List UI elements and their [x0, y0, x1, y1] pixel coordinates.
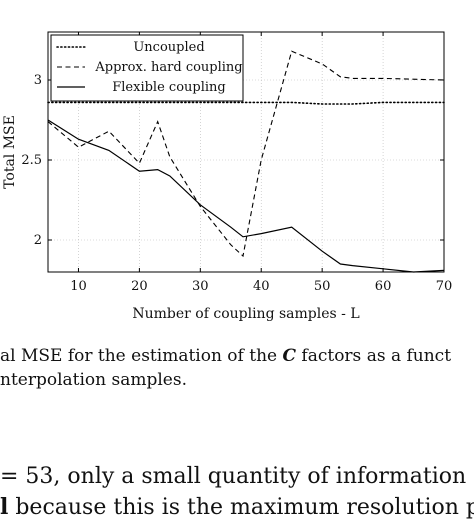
- y-tick-label: 2.5: [21, 153, 42, 168]
- caption-text-1a: al MSE for the estimation of the: [0, 346, 283, 366]
- legend-label-dotted: Uncoupled: [133, 40, 204, 55]
- plot-frame: [47, 31, 445, 273]
- body-text-line-1: = 53, only a small quantity of informati…: [0, 464, 474, 490]
- x-tick-label: 40: [253, 279, 270, 294]
- body-text-2b: because this is the maximum resolution p…: [8, 495, 474, 520]
- x-tick-label: 10: [70, 279, 87, 294]
- x-tick-label: 30: [192, 279, 209, 294]
- figure: 10 20 30 40 50 60 70 2 2.5 3 Uncoupled Approx. har…: [2, 31, 452, 322]
- figure-caption-line-1: al MSE for the estimation of the C facto…: [0, 346, 474, 366]
- x-tick-label: 70: [436, 279, 453, 294]
- legend-label-dashed: Approx. hard coupling: [94, 60, 242, 75]
- x-tick-label: 60: [375, 279, 392, 294]
- mse-line-chart: 10 20 30 40 50 60 70 2 2.5 3 Uncoupled Approx. har…: [2, 31, 452, 322]
- y-tick-label: 3: [34, 73, 42, 88]
- legend-label-solid: Flexible coupling: [112, 80, 225, 95]
- ticks-layer: 10 20 30 40 50 60 70 2 2.5 3: [21, 32, 452, 294]
- series-layer: [47, 50, 445, 273]
- x-axis-label: Number of coupling samples - L: [132, 306, 359, 322]
- y-tick-label: 2: [34, 233, 42, 248]
- caption-math-symbol: C: [282, 346, 297, 366]
- body-text-2a: l: [0, 494, 9, 520]
- series-line-dashed: [47, 50, 445, 258]
- x-tick-label: 20: [131, 279, 148, 294]
- caption-text-2: nterpolation samples.: [0, 370, 187, 390]
- legend: Uncoupled Approx. hard coupling Flexible c…: [50, 34, 244, 102]
- series-line-dotted: [47, 101, 445, 105]
- body-text-1a: = 53, only a small quantity of informati…: [0, 464, 467, 489]
- figure-caption-line-2: nterpolation samples.: [0, 370, 474, 390]
- series-line-solid: [47, 119, 445, 273]
- y-axis-label: Total MSE: [2, 115, 18, 189]
- caption-text-1b: factors as a funct: [296, 346, 452, 366]
- body-text-line-2: l because this is the maximum resolution…: [0, 494, 474, 521]
- legend-box: [50, 34, 244, 102]
- x-tick-label: 50: [314, 279, 331, 294]
